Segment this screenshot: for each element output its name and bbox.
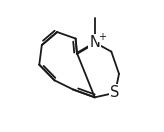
Text: S: S xyxy=(111,85,120,100)
Text: N: N xyxy=(89,35,100,50)
Text: +: + xyxy=(98,32,106,42)
